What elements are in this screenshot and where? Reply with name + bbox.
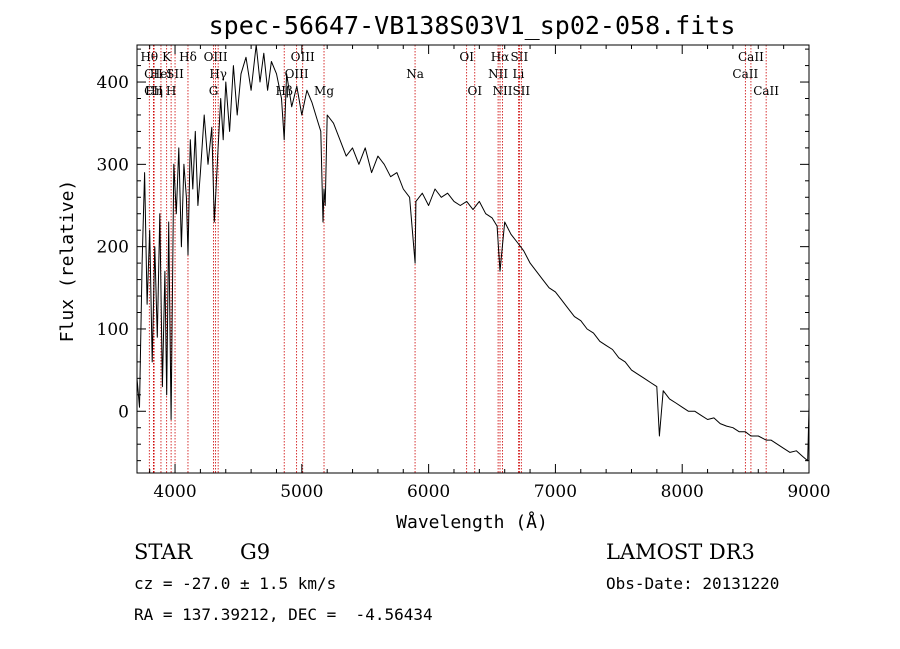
marker-label-11: G: [209, 84, 219, 98]
x-tick-label-5: 9000: [787, 482, 830, 502]
marker-label-9: OIII: [204, 50, 228, 64]
y-tick-label-0: 0: [118, 402, 129, 422]
class-type: STAR: [134, 540, 193, 564]
marker-label-3: K: [162, 50, 172, 64]
y-axis-label: Flux (relative): [57, 180, 78, 343]
marker-label-13: OIII: [285, 67, 309, 81]
survey-name: LAMOST DR3: [606, 540, 755, 564]
y-tick-label-4: 400: [97, 73, 129, 93]
observation-date: Obs-Date: 20131220: [606, 574, 780, 593]
chart-title: spec-56647-VB138S03V1_sp02-058.fits: [209, 11, 736, 40]
marker-label-6: SII: [166, 67, 184, 81]
subclass: G9: [240, 540, 271, 564]
marker-label-26: CaII: [732, 67, 758, 81]
marker-label-5: Hη: [145, 84, 163, 98]
marker-label-8: Hδ: [179, 50, 197, 64]
marker-label-20: SII: [511, 50, 529, 64]
marker-label-0: Hθ: [140, 50, 158, 64]
y-tick-label-2: 200: [97, 238, 129, 258]
marker-label-16: Na: [406, 67, 424, 81]
marker-label-12: OIII: [291, 50, 315, 64]
y-tick-label-3: 300: [97, 155, 129, 175]
redshift-velocity: cz = -27.0 ± 1.5 km/s: [134, 574, 337, 593]
marker-label-19: Hα: [491, 50, 510, 64]
marker-label-23: NII: [493, 84, 513, 98]
marker-label-24: SII: [512, 84, 530, 98]
x-axis-label: Wavelength (Å): [396, 511, 548, 533]
marker-label-2: CII: [144, 84, 163, 98]
spectrum-chart: spec-56647-VB138S03V1_sp02-058.fits Hθ CI…: [57, 11, 831, 533]
y-tick-label-1: 100: [97, 320, 129, 340]
marker-label-22: Li: [512, 67, 524, 81]
x-tick-label-4: 8000: [661, 482, 704, 502]
marker-label-21: NII: [488, 67, 508, 81]
x-tick-label-3: 7000: [534, 482, 577, 502]
marker-label-17: OI: [459, 50, 474, 64]
x-tick-label-2: 6000: [407, 482, 450, 502]
marker-label-4: HeI: [150, 67, 173, 81]
x-tick-label-0: 4000: [153, 482, 196, 502]
marker-label-7: H: [166, 84, 176, 98]
series-group: [136, 44, 810, 462]
marker-label-1: CII: [144, 67, 163, 81]
spectrum-line: [136, 44, 810, 462]
y-axis: 0 100 200 300 400: [97, 48, 809, 462]
marker-label-27: CaII: [753, 84, 779, 98]
marker-label-10: Hγ: [209, 67, 227, 81]
marker-label-18: OI: [467, 84, 482, 98]
x-tick-label-1: 5000: [280, 482, 323, 502]
x-axis: 4000 5000 6000 7000 8000 9000: [149, 45, 831, 502]
marker-label-15: Mg: [314, 84, 334, 98]
plot-frame: [136, 44, 810, 474]
coordinates: RA = 137.39212, DEC = -4.56434: [134, 605, 433, 624]
marker-label-25: CaII: [738, 50, 764, 64]
